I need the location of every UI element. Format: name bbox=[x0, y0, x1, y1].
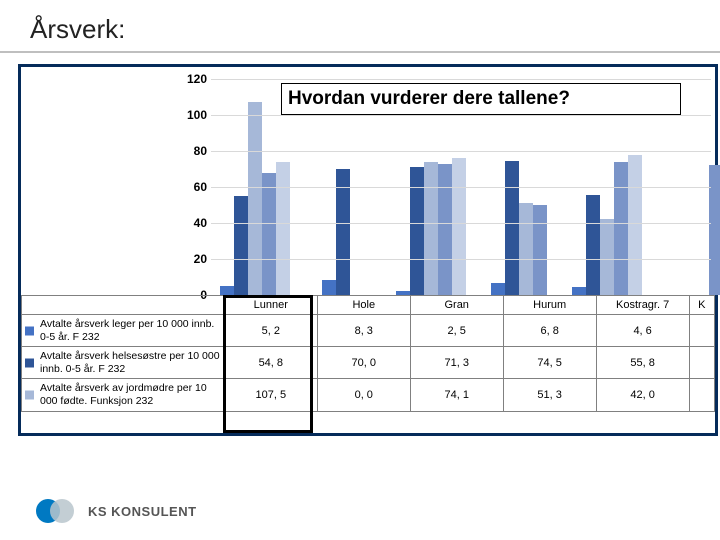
chart-frame: Hvordan vurderer dere tallene? 020406080… bbox=[18, 64, 718, 436]
data-cell: 0, 0 bbox=[317, 379, 410, 411]
gridline bbox=[211, 151, 711, 152]
data-cell: 54, 8 bbox=[224, 347, 317, 379]
gridline bbox=[211, 187, 711, 188]
series-label: Avtalte årsverk leger per 10 000 innb. 0… bbox=[22, 315, 225, 347]
data-table: LunnerHoleGranHurumKostragr. 7K Avtalte å… bbox=[21, 295, 715, 435]
bar bbox=[220, 286, 234, 295]
page-title: Årsverk: bbox=[30, 14, 690, 45]
y-tick: 80 bbox=[194, 144, 207, 158]
logo-mark bbox=[36, 496, 80, 526]
title-bar: Årsverk: bbox=[0, 0, 720, 53]
ks-konsulent-logo: KS KONSULENT bbox=[36, 496, 197, 526]
data-cell: 74, 5 bbox=[503, 347, 596, 379]
y-tick: 100 bbox=[187, 108, 207, 122]
bar bbox=[533, 205, 547, 295]
data-cell: 2, 5 bbox=[410, 315, 503, 347]
series-label: Avtalte årsverk av jordmødre per 10 000 … bbox=[22, 379, 225, 411]
gridline bbox=[211, 259, 711, 260]
gridline bbox=[211, 115, 711, 116]
data-cell bbox=[689, 379, 714, 411]
data-cell: 4, 6 bbox=[596, 315, 689, 347]
question-callout: Hvordan vurderer dere tallene? bbox=[281, 83, 681, 115]
bar bbox=[424, 162, 438, 295]
data-cell: 6, 8 bbox=[503, 315, 596, 347]
category-header: Hurum bbox=[503, 296, 596, 315]
bar bbox=[410, 167, 424, 295]
gridline bbox=[211, 223, 711, 224]
data-cell: 74, 1 bbox=[410, 379, 503, 411]
data-cell: 42, 0 bbox=[596, 379, 689, 411]
data-cell bbox=[689, 347, 714, 379]
category-header: Hole bbox=[317, 296, 410, 315]
data-cell: 5, 2 bbox=[224, 315, 317, 347]
data-cell: 8, 3 bbox=[317, 315, 410, 347]
y-axis: 020406080100120 bbox=[175, 79, 211, 295]
bar bbox=[614, 162, 628, 295]
data-cell: 51, 3 bbox=[503, 379, 596, 411]
bar bbox=[491, 283, 505, 295]
bar bbox=[248, 102, 262, 296]
bar bbox=[572, 287, 586, 295]
data-cell: 107, 5 bbox=[224, 379, 317, 411]
bar bbox=[452, 158, 466, 295]
bar bbox=[709, 165, 720, 295]
bar bbox=[586, 195, 600, 295]
bar bbox=[438, 164, 452, 295]
bar bbox=[276, 162, 290, 295]
y-tick: 60 bbox=[194, 180, 207, 194]
bar bbox=[628, 155, 642, 295]
bar bbox=[322, 280, 336, 295]
category-header: Lunner bbox=[224, 296, 317, 315]
bar bbox=[234, 196, 248, 295]
gridline bbox=[211, 79, 711, 80]
bar bbox=[262, 173, 276, 295]
bar bbox=[519, 203, 533, 295]
y-tick: 120 bbox=[187, 72, 207, 86]
data-cell bbox=[689, 315, 714, 347]
data-cell: 55, 8 bbox=[596, 347, 689, 379]
logo-text: KS KONSULENT bbox=[88, 504, 197, 519]
y-tick: 40 bbox=[194, 216, 207, 230]
data-cell: 71, 3 bbox=[410, 347, 503, 379]
series-label: Avtalte årsverk helsesøstre per 10 000 i… bbox=[22, 347, 225, 379]
bar bbox=[600, 219, 614, 295]
data-cell: 70, 0 bbox=[317, 347, 410, 379]
bar bbox=[505, 161, 519, 295]
category-header: Gran bbox=[410, 296, 503, 315]
category-header: K bbox=[689, 296, 714, 315]
y-tick: 20 bbox=[194, 252, 207, 266]
category-header: Kostragr. 7 bbox=[596, 296, 689, 315]
